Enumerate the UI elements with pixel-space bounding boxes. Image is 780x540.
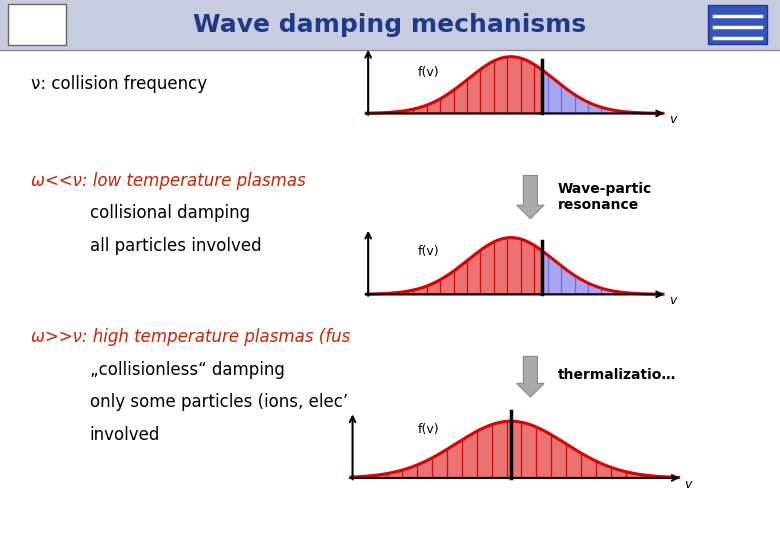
Bar bbox=[0, 0, 780, 50]
Text: v: v bbox=[668, 113, 676, 126]
Text: „collisionless“ damping: „collisionless“ damping bbox=[90, 361, 285, 379]
FancyArrow shape bbox=[517, 176, 544, 219]
Text: Wave-partic
resonance: Wave-partic resonance bbox=[558, 182, 652, 212]
Text: only some particles (ions, elec’: only some particles (ions, elec’ bbox=[90, 393, 348, 411]
Text: v: v bbox=[668, 294, 676, 307]
Text: collisional damping: collisional damping bbox=[90, 204, 250, 222]
Text: ω>>ν: high temperature plasmas (fus: ω>>ν: high temperature plasmas (fus bbox=[31, 328, 350, 347]
Text: f(v): f(v) bbox=[417, 66, 439, 79]
Bar bbox=[8, 4, 66, 45]
Text: f(v): f(v) bbox=[417, 423, 439, 436]
Bar bbox=[708, 5, 767, 44]
Text: Wave damping mechanisms: Wave damping mechanisms bbox=[193, 13, 587, 37]
FancyArrow shape bbox=[517, 356, 544, 397]
Text: thermalizatio…: thermalizatio… bbox=[558, 368, 676, 382]
Text: ν: collision frequency: ν: collision frequency bbox=[31, 75, 207, 93]
Text: ω<<ν: low temperature plasmas: ω<<ν: low temperature plasmas bbox=[31, 172, 306, 190]
Text: v: v bbox=[684, 478, 692, 491]
Text: f(v): f(v) bbox=[417, 245, 439, 258]
Text: involved: involved bbox=[90, 426, 160, 444]
Text: all particles involved: all particles involved bbox=[90, 237, 261, 255]
